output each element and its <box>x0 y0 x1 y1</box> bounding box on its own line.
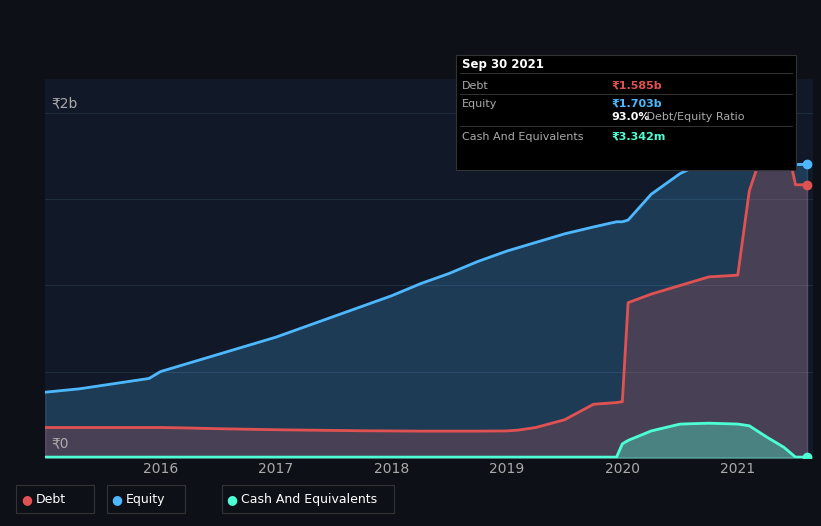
Text: ₹3.342m: ₹3.342m <box>612 132 666 142</box>
Text: ₹1.703b: ₹1.703b <box>612 98 663 109</box>
Text: Equity: Equity <box>126 493 165 505</box>
Text: ₹0: ₹0 <box>51 437 68 451</box>
Text: Sep 30 2021: Sep 30 2021 <box>462 58 544 71</box>
Text: Equity: Equity <box>462 98 498 109</box>
Text: 93.0%: 93.0% <box>612 112 650 123</box>
Text: Debt: Debt <box>35 493 66 505</box>
Text: ₹1.585b: ₹1.585b <box>612 80 663 91</box>
Text: Debt/Equity Ratio: Debt/Equity Ratio <box>643 112 745 123</box>
Text: ₹2b: ₹2b <box>51 96 77 110</box>
Text: Cash And Equivalents: Cash And Equivalents <box>241 493 377 505</box>
Text: ●: ● <box>111 493 122 505</box>
Text: ●: ● <box>226 493 237 505</box>
Text: Cash And Equivalents: Cash And Equivalents <box>462 132 584 142</box>
Text: ●: ● <box>21 493 32 505</box>
Text: Debt: Debt <box>462 80 489 91</box>
